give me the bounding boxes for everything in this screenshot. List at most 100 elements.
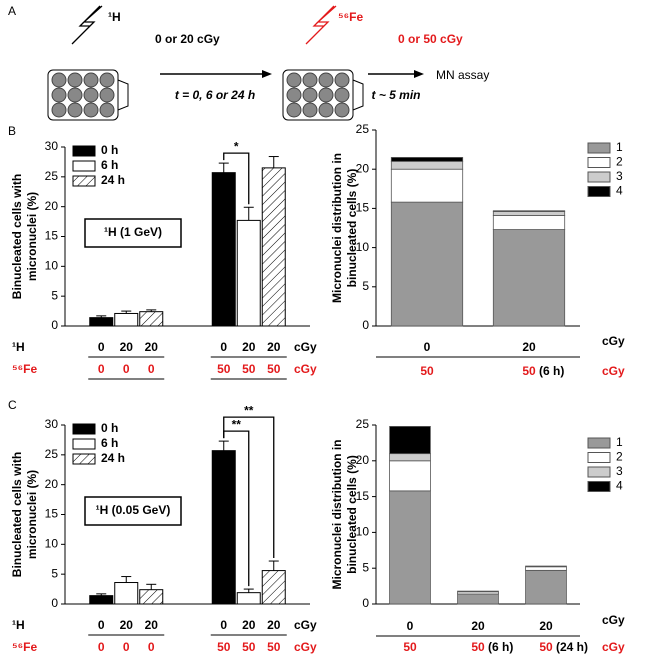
unit-label: cGy	[294, 640, 317, 654]
y-tick-label: 15	[45, 507, 59, 521]
interval: t = 0, 6 or 24 h	[175, 88, 255, 102]
x-tick-label: 0	[98, 618, 105, 632]
legend-label: 4	[616, 479, 623, 493]
y-tick-label: 0	[362, 318, 369, 332]
bar-segment	[492, 211, 566, 216]
iron-label: ⁵⁶Fe	[338, 10, 363, 24]
y-axis-label: Binucleated cells with	[10, 452, 24, 577]
x-tick-label: 50	[217, 362, 231, 376]
y-axis-label: Micronuclei distribution in	[330, 440, 344, 590]
x-tick-label: 20	[471, 619, 485, 633]
unit-label: cGy	[602, 613, 625, 627]
unit-label: cGy	[602, 364, 625, 378]
legend-label: 1	[616, 140, 623, 154]
x-tick-note: (6 h)	[539, 364, 564, 378]
panel-label: B	[8, 124, 16, 138]
legend-label: 24 h	[101, 451, 125, 465]
legend-swatch	[587, 481, 611, 492]
x-tick-label: 20	[522, 340, 536, 354]
x-tick-label: 20	[539, 619, 553, 633]
significance-bracket	[223, 416, 275, 559]
x-tick-label: 0	[123, 640, 130, 654]
x-tick-label: 20	[120, 340, 134, 354]
x-tick-label: 50	[403, 640, 417, 654]
bar	[236, 219, 261, 327]
x-tick-label: 50	[420, 364, 434, 378]
bar	[261, 570, 286, 605]
x-tick-label: 20	[242, 618, 256, 632]
delay: t ~ 5 min	[371, 88, 420, 102]
bar	[89, 317, 114, 327]
iron-dose: 0 or 50 cGy	[398, 32, 463, 46]
x-tick-note: (24 h)	[556, 640, 588, 654]
unit-label: cGy	[294, 618, 317, 632]
y-tick-label: 10	[45, 537, 59, 551]
y-tick-label: 5	[51, 288, 58, 302]
x-tick-label: 0	[123, 362, 130, 376]
y-axis-label: binucleated cells (%)	[345, 169, 359, 288]
flask	[282, 69, 364, 121]
row-label: ¹H	[12, 618, 25, 632]
legend-swatch	[587, 437, 611, 449]
bar-segment	[525, 566, 567, 571]
lightning	[71, 5, 103, 45]
lightning	[305, 5, 337, 45]
x-tick-label: 0	[148, 640, 155, 654]
y-tick-label: 25	[45, 169, 59, 183]
bar-segment	[389, 453, 431, 462]
annotation-box	[84, 496, 182, 526]
legend-swatch	[587, 157, 611, 168]
y-tick-label: 25	[45, 447, 59, 461]
row-label: ⁵⁶Fe	[12, 362, 37, 376]
bar	[139, 311, 164, 327]
x-tick-label: 50	[242, 640, 256, 654]
bar-segment	[492, 229, 566, 327]
x-tick-label: 0	[98, 340, 105, 354]
legend-label: 6 h	[101, 158, 118, 172]
bar	[261, 167, 286, 327]
y-tick-label: 30	[45, 139, 59, 153]
y-tick-label: 15	[45, 229, 59, 243]
unit-label: cGy	[294, 362, 317, 376]
legend-label: 3	[616, 464, 623, 478]
x-tick-label: 0	[220, 618, 227, 632]
y-tick-label: 20	[45, 199, 59, 213]
panel-label: C	[8, 398, 17, 412]
arrowhead	[262, 70, 272, 78]
y-tick-label: 10	[356, 240, 370, 254]
annotation: ¹H (1 GeV)	[104, 225, 162, 239]
legend-label: 0 h	[101, 143, 118, 157]
x-tick-label: 50	[267, 362, 281, 376]
bar-segment	[457, 590, 499, 593]
x-tick-label: 0	[424, 340, 431, 354]
y-tick-label: 25	[356, 122, 370, 136]
significance-label: *	[234, 139, 239, 153]
y-axis-label: Binucleated cells with	[10, 174, 24, 299]
y-tick-label: 20	[356, 453, 370, 467]
arrowhead	[414, 70, 424, 78]
bar-segment	[390, 201, 464, 327]
legend-swatch	[587, 186, 611, 197]
y-tick-label: 0	[51, 596, 58, 610]
x-tick-note: (6 h)	[488, 640, 513, 654]
bar-segment	[389, 460, 431, 492]
bar	[211, 172, 236, 327]
unit-label: cGy	[602, 640, 625, 654]
unit-label: cGy	[602, 334, 625, 348]
legend-swatch	[72, 175, 96, 187]
assay: MN assay	[436, 68, 489, 82]
y-tick-label: 15	[356, 201, 370, 215]
x-tick-label: 20	[145, 340, 159, 354]
row-label: ¹H	[12, 340, 25, 354]
bar-segment	[390, 160, 464, 170]
bar	[236, 592, 261, 605]
x-tick-label: 0	[98, 640, 105, 654]
x-tick-label: 0	[220, 340, 227, 354]
panel-label: A	[8, 4, 16, 18]
significance-bracket	[223, 152, 250, 205]
annotation: ¹H (0.05 GeV)	[96, 503, 171, 517]
x-tick-label: 50	[539, 640, 553, 654]
bar-segment	[492, 215, 566, 230]
unit-label: cGy	[294, 340, 317, 354]
